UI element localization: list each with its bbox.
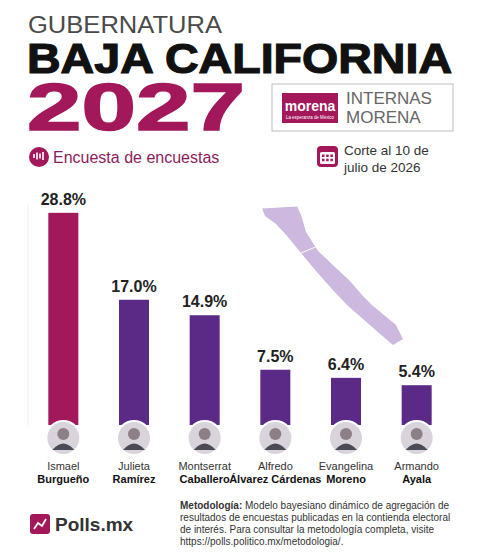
avatar [330,422,362,454]
avatar-head [269,428,281,440]
avatar [47,422,79,454]
data-label: 6.4% [328,356,364,373]
data-label: 28.8% [41,191,86,208]
chart: GUBERNATURABAJA CALIFORNIA2027morenaLa e… [0,0,480,557]
methodology-label: Metodología: [180,500,242,511]
category-label: JulietaRamírez [113,460,156,485]
calendar-icon-dot [326,159,329,162]
bar [402,385,432,425]
category-rest: Álvarez Cárdenas [229,473,321,485]
category-first: Julieta [118,460,151,472]
survey-icon-bar [42,152,44,160]
data-label: 17.0% [111,278,156,295]
avatar-body [335,444,357,451]
avatar-ring [328,420,364,456]
source-logo [30,514,50,534]
annotation: Encuesta de encuestas [53,149,219,166]
category-label: EvangelinaMoreno [319,460,374,485]
category-first: Armando [394,460,439,472]
value-range-line [28,204,29,425]
survey-icon-bar [39,154,41,159]
category-label: AlfredoÁlvarez Cárdenas [229,460,321,485]
avatar-body [123,444,145,451]
methodology: Metodología: Modelo bayesiano dinámico d… [180,500,463,548]
avatar-ring [187,420,223,456]
category-rest: Moreno [326,473,366,485]
calendar-icon-page [320,152,335,164]
avatar-body [406,444,428,451]
avatar [118,422,150,454]
badge-frame [272,84,453,131]
category-rest: Caballero [180,473,230,485]
subtitle: 2027 [27,70,245,144]
avatar [259,422,291,454]
avatar-ring [257,420,293,456]
bar [119,300,149,425]
avatar-body [194,444,216,451]
avatar-ring [45,420,81,456]
category-rest: Ramírez [113,473,156,485]
bar [260,370,290,425]
calendar-icon-dot [330,155,333,158]
avatar-head [340,428,352,440]
data-label: 14.9% [182,293,227,310]
badge-logo: morena [285,98,336,114]
survey-icon-bar [33,154,35,158]
calendar-icon [317,146,338,167]
badge-text: INTERNAS MORENA [346,89,451,127]
bar [48,213,78,425]
data-label: 7.5% [257,348,293,365]
category-first: Montserrat [178,460,231,472]
survey-icon [29,147,49,167]
category-label: MontserratCaballero [178,460,231,485]
avatar [401,422,433,454]
map-border [262,206,297,208]
source-logo-line [34,519,46,529]
calendar-icon-dot [326,155,329,158]
annotation: Corte al 10 de julio de 2026 [344,142,456,176]
category-rest: Burgueño [37,473,89,485]
calendar-icon-dot [322,159,325,162]
avatar [189,422,221,454]
category-label: ArmandoAyala [394,460,439,485]
map-border [301,246,318,253]
badge-tagline: La esperanza de México [286,115,334,120]
category-label: IsmaelBurgueño [37,460,89,485]
bars [48,213,431,425]
category-first: Alfredo [258,460,293,472]
avatar-body [52,444,74,451]
bar [190,315,220,425]
category-rest: Ayala [402,473,432,485]
badge-logo-bg [282,93,338,123]
avatar-head [128,428,140,440]
source: Polls.mx [55,514,134,535]
map [262,206,403,345]
category-first: Evangelina [319,460,374,472]
avatar-ring [399,420,435,456]
data-label: 5.4% [398,363,434,380]
avatar-head [57,428,69,440]
calendar-icon-dot [330,159,333,162]
avatar-ring [116,420,152,456]
avatar-head [411,428,423,440]
bar [331,378,361,425]
calendar-icon-dot [322,155,325,158]
avatar-body [264,444,286,451]
category-first: Ismael [47,460,79,472]
survey-icon-bar [36,153,38,160]
avatar-head [199,428,211,440]
